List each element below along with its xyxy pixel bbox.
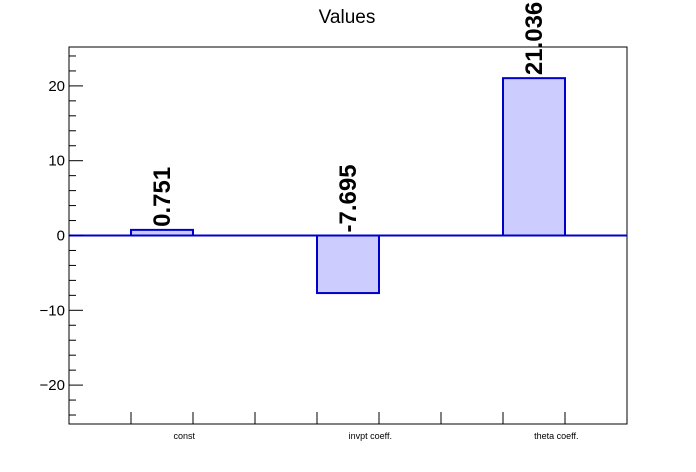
ytick-label: 0 bbox=[57, 228, 65, 245]
data-label-0: 0.751 bbox=[149, 167, 176, 227]
chart-title: Values bbox=[319, 7, 376, 28]
data-labels: 0.751 -7.695 21.036 bbox=[149, 2, 548, 233]
ytick-label: −20 bbox=[40, 377, 65, 394]
y-axis: −20 −10 0 10 20 bbox=[40, 55, 83, 416]
data-label-1: -7.695 bbox=[335, 164, 362, 232]
xtick-label: const bbox=[174, 431, 196, 441]
bar-2 bbox=[502, 77, 566, 237]
bar-1 bbox=[316, 234, 380, 295]
bars-layer bbox=[69, 77, 627, 295]
x-axis: const invpt coeff. theta coeff. bbox=[130, 412, 579, 441]
data-label-2: 21.036 bbox=[521, 2, 548, 75]
ytick-label: 10 bbox=[48, 153, 65, 170]
xtick-label: theta coeff. bbox=[534, 431, 578, 441]
xtick-label: invpt coeff. bbox=[349, 431, 392, 441]
ytick-label: 20 bbox=[48, 78, 65, 95]
ytick-label: −10 bbox=[40, 302, 65, 319]
